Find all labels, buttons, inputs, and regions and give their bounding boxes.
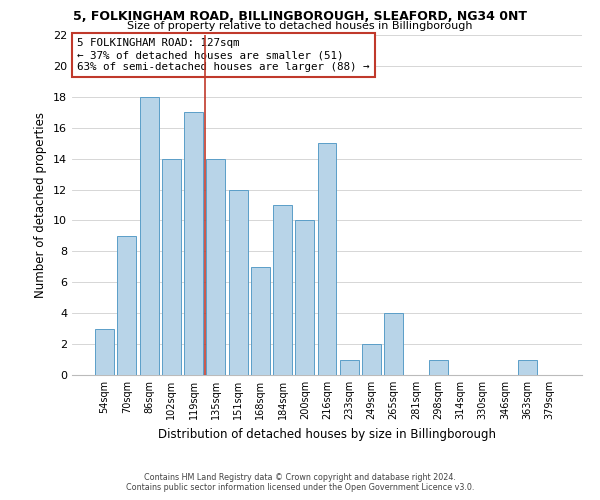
Bar (206, 158, 225, 375)
Text: Contains HM Land Registry data © Crown copyright and database right 2024.
Contai: Contains HM Land Registry data © Crown c… (126, 473, 474, 492)
X-axis label: Distribution of detached houses by size in Billingborough: Distribution of detached houses by size … (158, 428, 496, 440)
Bar (140, 97, 158, 375)
Bar (229, 190, 248, 375)
Bar (95, 328, 114, 375)
Bar (362, 344, 381, 375)
Text: Size of property relative to detached houses in Billingborough: Size of property relative to detached ho… (127, 21, 473, 31)
Bar (384, 313, 403, 375)
Bar (162, 158, 181, 375)
Bar (295, 220, 314, 375)
Bar (273, 205, 292, 375)
Bar (429, 360, 448, 375)
Text: 5 FOLKINGHAM ROAD: 127sqm
← 37% of detached houses are smaller (51)
63% of semi-: 5 FOLKINGHAM ROAD: 127sqm ← 37% of detac… (77, 38, 370, 72)
Bar (184, 112, 203, 375)
Bar (317, 143, 337, 375)
Y-axis label: Number of detached properties: Number of detached properties (34, 112, 47, 298)
Bar (518, 360, 536, 375)
Bar (340, 360, 359, 375)
Text: 5, FOLKINGHAM ROAD, BILLINGBOROUGH, SLEAFORD, NG34 0NT: 5, FOLKINGHAM ROAD, BILLINGBOROUGH, SLEA… (73, 10, 527, 23)
Bar (118, 236, 136, 375)
Bar (251, 267, 270, 375)
